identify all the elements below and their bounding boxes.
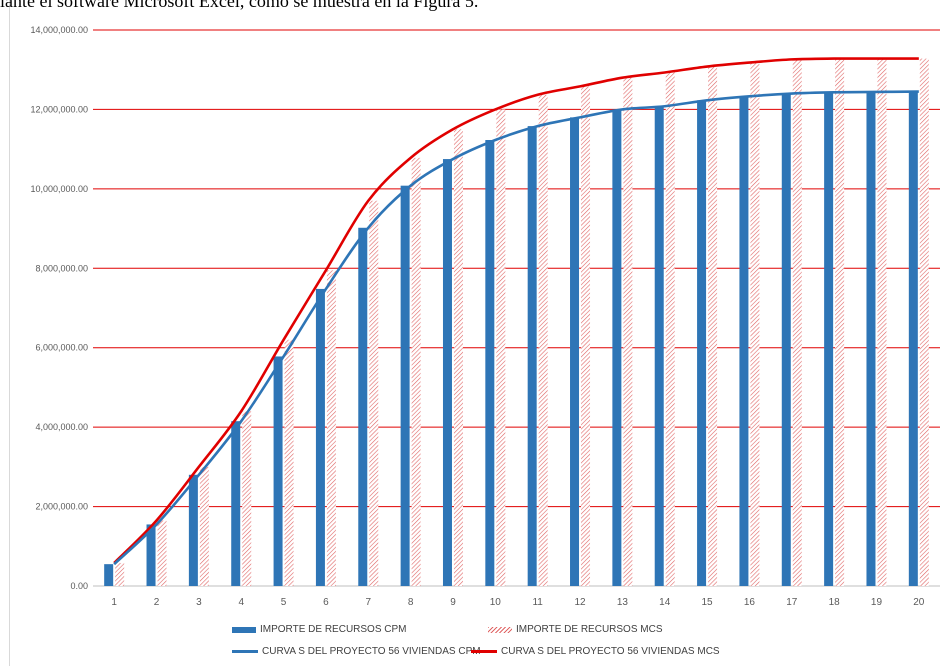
bar-cpm [442, 159, 452, 587]
x-axis-ticks: 1 2 3 4 5 6 7 8 9 10 11 12 13 14 15 16 17 18 19 20 [111, 597, 924, 608]
x-tick-label: 14 [659, 597, 671, 608]
bar-mcs [369, 200, 379, 586]
y-tick-label: 12,000,000.00 [30, 104, 88, 114]
y-tick-label: 14,000,000.00 [30, 25, 88, 35]
legend-swatch-cpm-bars [232, 626, 256, 633]
bar-cpm [188, 474, 198, 586]
legend: IMPORTE DE RECURSOS CPM IMPORTE DE RECUR… [0, 620, 945, 666]
x-tick-label: 6 [323, 597, 329, 608]
bar-cpm [697, 100, 707, 587]
legend-label-mcs-curve: CURVA S DEL PROYECTO 56 VIVIENDAS MCS [501, 646, 720, 657]
y-tick-label: 6,000,000.00 [35, 343, 88, 353]
x-tick-label: 7 [365, 597, 371, 608]
x-tick-label: 11 [532, 597, 543, 608]
bar-cpm [231, 421, 241, 586]
x-tick-label: 15 [702, 597, 714, 608]
bar-cpm [527, 126, 537, 586]
bar-mcs [581, 86, 591, 586]
bar-cpm [739, 96, 749, 586]
x-tick-label: 5 [281, 597, 287, 608]
bar-mcs [199, 466, 209, 586]
bar-cpm [104, 564, 114, 586]
legend-item-cpm-bars: IMPORTE DE RECURSOS CPM [232, 624, 407, 635]
bar-mcs [242, 411, 252, 586]
bar-mcs [877, 58, 887, 586]
bar-cpm [781, 93, 791, 587]
x-tick-label: 18 [829, 597, 841, 608]
curves [113, 57, 919, 566]
x-tick-label: 10 [490, 597, 502, 608]
legend-item-mcs-bars: IMPORTE DE RECURSOS MCS [488, 624, 663, 635]
bar-mcs [284, 339, 294, 586]
bar-cpm [273, 356, 283, 586]
bar-mcs [453, 129, 463, 587]
bar-mcs [411, 157, 421, 586]
legend-label-cpm-bars: IMPORTE DE RECURSOS CPM [260, 624, 407, 635]
curve-mcs [113, 57, 919, 564]
bar-mcs [835, 58, 845, 586]
bar-mcs [665, 72, 675, 587]
y-tick-label: 2,000,000.00 [35, 502, 88, 512]
x-tick-label: 2 [154, 597, 160, 608]
x-tick-label: 17 [786, 597, 798, 608]
bar-mcs [919, 58, 929, 586]
y-tick-label: 0.00 [70, 581, 88, 591]
caption-text: iante el software Microsoft Excel, como … [0, 0, 479, 11]
legend-swatch-mcs-bars [488, 626, 512, 633]
bar-cpm [400, 185, 410, 586]
bar-cpm [146, 524, 156, 586]
bar-mcs [157, 520, 167, 586]
x-tick-label: 13 [617, 597, 629, 608]
legend-label-mcs-bars: IMPORTE DE RECURSOS MCS [516, 624, 663, 635]
y-axis-ticks: 0.00 2,000,000.00 4,000,000.00 6,000,000.00… [30, 25, 88, 591]
bar-cpm [866, 91, 876, 586]
x-tick-label: 8 [408, 597, 414, 608]
bar-mcs [496, 109, 506, 586]
bar-cpm [485, 140, 495, 586]
x-tick-label: 16 [744, 597, 756, 608]
y-tick-label: 10,000,000.00 [30, 184, 88, 194]
bar-mcs [750, 62, 760, 586]
y-tick-label: 8,000,000.00 [35, 263, 88, 273]
legend-label-cpm-curve: CURVA S DEL PROYECTO 56 VIVIENDAS CPM [262, 646, 481, 657]
bar-cpm [908, 91, 918, 587]
bar-mcs [708, 66, 718, 587]
x-tick-label: 12 [574, 597, 586, 608]
bar-mcs [623, 77, 633, 587]
bar-mcs [326, 270, 336, 586]
bar-cpm [612, 109, 622, 586]
bar-cpm [315, 288, 325, 586]
bar-cpm [654, 106, 664, 586]
x-tick-label: 1 [111, 597, 117, 608]
page-margin-line [9, 0, 10, 666]
x-tick-label: 9 [450, 597, 456, 608]
x-tick-label: 3 [196, 597, 202, 608]
legend-swatch-cpm-curve [232, 650, 258, 653]
bar-cpm [358, 227, 368, 586]
legend-item-cpm-curve: CURVA S DEL PROYECTO 56 VIVIENDAS CPM [232, 646, 481, 657]
bars [104, 58, 929, 587]
bar-mcs [538, 94, 548, 586]
x-tick-label: 20 [913, 597, 925, 608]
x-tick-label: 4 [238, 597, 244, 608]
legend-item-mcs-curve: CURVA S DEL PROYECTO 56 VIVIENDAS MCS [471, 646, 720, 657]
bar-cpm [824, 92, 834, 586]
gridlines [93, 29, 940, 587]
bar-cpm [570, 117, 580, 586]
x-tick-label: 19 [871, 597, 883, 608]
legend-swatch-mcs-curve [471, 650, 497, 653]
bar-mcs [115, 562, 125, 586]
bar-mcs [792, 59, 802, 587]
curve-cpm [113, 90, 919, 566]
y-tick-label: 4,000,000.00 [35, 422, 88, 432]
